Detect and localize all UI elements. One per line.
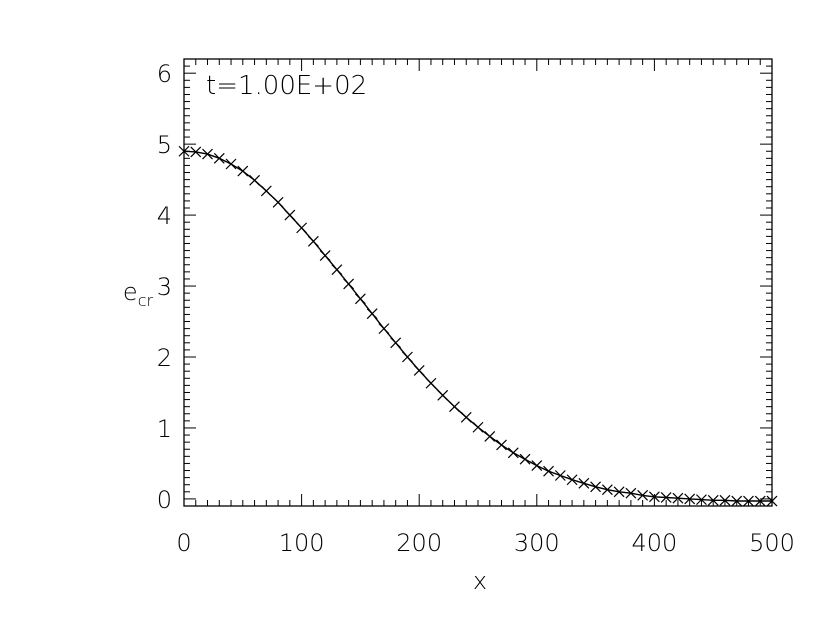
data-point-marker: [743, 495, 754, 507]
series-markers: [178, 145, 778, 507]
x-tick-label: 300: [514, 529, 560, 557]
data-point-marker: [413, 365, 425, 376]
data-point-marker: [225, 158, 237, 170]
data-point-marker: [402, 351, 413, 363]
y-axis-label-sub: cr: [138, 291, 154, 310]
data-point-marker: [390, 337, 402, 349]
y-tick-label: 5: [157, 131, 172, 159]
data-point-marker: [660, 492, 672, 503]
data-point-marker: [472, 421, 484, 433]
data-point-marker: [601, 484, 613, 496]
data-point-marker: [249, 174, 260, 186]
data-point-marker: [566, 474, 578, 486]
tick-labels: 0 100 200 300 400 500 0 1 2 3 4 5 6: [157, 60, 795, 557]
data-point-marker: [284, 209, 296, 221]
x-axis-label: x: [473, 567, 487, 595]
y-axis-label-main: e: [123, 278, 138, 306]
data-point-marker: [378, 323, 390, 335]
data-point-marker: [190, 146, 202, 158]
data-point-marker: [719, 494, 731, 506]
data-point-marker: [213, 152, 225, 164]
x-tick-label: 0: [176, 529, 191, 557]
y-tick-label: 0: [157, 486, 172, 514]
data-point-marker: [637, 489, 649, 501]
x-tick-label: 400: [631, 529, 677, 557]
data-point-marker: [672, 492, 684, 504]
time-annotation: t=1.00E+02: [206, 71, 367, 101]
data-point-marker: [484, 431, 496, 442]
data-point-marker: [684, 493, 696, 505]
data-point-marker: [331, 264, 343, 276]
data-point-marker: [366, 308, 378, 320]
data-point-marker: [519, 453, 531, 465]
data-point-marker: [625, 487, 637, 499]
data-point-marker: [260, 185, 272, 197]
data-point-marker: [307, 235, 319, 247]
x-tick-label: 100: [279, 529, 325, 557]
data-point-marker: [578, 477, 590, 489]
data-point-marker: [696, 494, 707, 506]
data-point-marker: [507, 447, 519, 459]
data-point-marker: [354, 293, 366, 305]
y-tick-label: 1: [157, 415, 172, 443]
data-point-marker: [731, 495, 743, 507]
data-point-marker: [237, 165, 249, 177]
plot-frame: [183, 58, 773, 507]
y-axis-label: ecr: [123, 278, 154, 310]
y-tick-label: 4: [157, 202, 172, 230]
data-point-marker: [496, 439, 507, 451]
data-point-marker: [707, 494, 719, 506]
data-point-marker: [437, 389, 449, 401]
data-point-marker: [425, 377, 437, 389]
data-point-marker: [449, 401, 460, 413]
data-point-marker: [648, 491, 660, 503]
data-point-marker: [554, 470, 566, 481]
data-point-marker: [766, 495, 778, 507]
data-point-marker: [590, 481, 602, 493]
y-tick-label: 3: [157, 273, 172, 301]
data-point-marker: [296, 222, 308, 234]
data-point-marker: [531, 460, 543, 471]
data-point-marker: [178, 145, 190, 157]
data-point-marker: [613, 486, 625, 498]
x-tick-label: 200: [396, 529, 442, 557]
data-point-marker: [319, 250, 331, 261]
y-tick-label: 6: [157, 60, 172, 88]
y-tick-label: 2: [157, 344, 172, 372]
data-point-marker: [543, 465, 554, 477]
axis-ticks: [183, 58, 773, 506]
x-tick-label: 500: [749, 529, 795, 557]
data-point-marker: [343, 278, 355, 290]
series-line: [183, 150, 772, 502]
data-point-marker: [460, 411, 472, 423]
data-point-marker: [754, 495, 766, 507]
data-point-marker: [202, 148, 213, 160]
data-point-marker: [272, 196, 284, 208]
